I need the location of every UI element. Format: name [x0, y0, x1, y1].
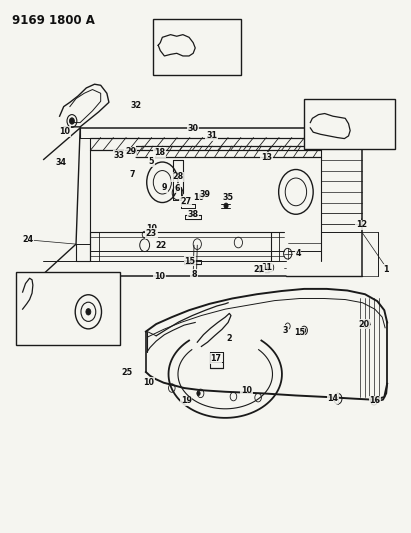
Text: 37: 37 [350, 135, 361, 144]
Text: 13: 13 [261, 153, 272, 161]
Text: 8: 8 [191, 270, 197, 279]
Text: 10: 10 [241, 386, 252, 394]
Text: 23: 23 [145, 229, 157, 238]
Text: 10: 10 [143, 378, 154, 387]
Text: 7: 7 [129, 171, 135, 179]
Text: 9: 9 [162, 183, 167, 192]
Text: 6: 6 [175, 184, 180, 192]
Circle shape [224, 203, 228, 208]
Text: 4: 4 [295, 249, 301, 258]
Text: 28: 28 [172, 173, 183, 181]
Text: 18: 18 [154, 148, 165, 157]
Text: 12: 12 [356, 221, 367, 229]
Text: 32: 32 [130, 101, 141, 110]
Text: 27: 27 [180, 197, 192, 206]
Text: 39: 39 [199, 190, 210, 198]
Text: 25: 25 [122, 368, 133, 376]
Text: 14: 14 [328, 394, 338, 403]
Text: 29: 29 [125, 148, 136, 156]
Text: 5: 5 [148, 157, 154, 166]
Circle shape [86, 309, 91, 315]
Text: 19: 19 [181, 397, 192, 405]
Text: 30: 30 [188, 125, 199, 133]
Circle shape [69, 118, 74, 124]
Text: 31: 31 [206, 132, 217, 140]
Text: 10: 10 [194, 193, 204, 201]
FancyBboxPatch shape [304, 99, 395, 149]
Text: 9169 1800 A: 9169 1800 A [12, 14, 95, 27]
Text: 15: 15 [294, 328, 305, 337]
Text: 24: 24 [22, 236, 34, 244]
Circle shape [302, 328, 306, 333]
Text: 20: 20 [358, 320, 369, 328]
Text: 35: 35 [223, 193, 233, 201]
Circle shape [197, 391, 200, 395]
Text: 10: 10 [154, 272, 165, 280]
Text: 16: 16 [369, 397, 380, 405]
Text: 21: 21 [253, 265, 265, 273]
Text: 10: 10 [146, 224, 157, 232]
Text: 17: 17 [210, 354, 221, 363]
Text: 25: 25 [96, 329, 108, 337]
Text: 26: 26 [106, 320, 118, 328]
Text: 34: 34 [55, 158, 66, 167]
FancyBboxPatch shape [153, 19, 241, 75]
Text: 1: 1 [383, 265, 388, 273]
Text: 15: 15 [185, 257, 195, 265]
Text: 2: 2 [226, 334, 232, 343]
FancyBboxPatch shape [16, 272, 120, 345]
Text: 10: 10 [59, 127, 70, 136]
Text: 11: 11 [262, 263, 272, 272]
Text: 3: 3 [283, 326, 289, 335]
Text: 33: 33 [114, 151, 125, 160]
Text: 22: 22 [155, 241, 167, 249]
Text: 38: 38 [187, 210, 199, 219]
Text: 36: 36 [196, 58, 207, 66]
